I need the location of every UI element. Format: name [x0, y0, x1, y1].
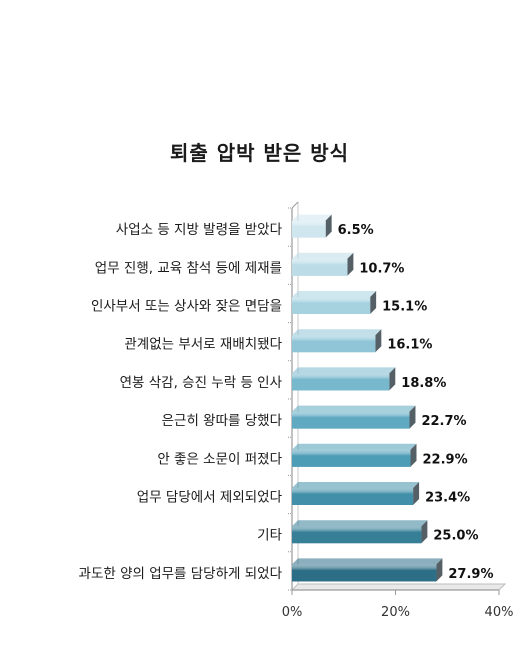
category-label: 관계없는 부서로 재배치됐다 [124, 337, 282, 353]
category-label: 인사부서 또는 상사와 잦은 면담을 [91, 299, 282, 315]
bar-highlight [292, 259, 347, 276]
bar-top-face [292, 482, 419, 488]
x-tick-label: 0% [282, 605, 303, 620]
category-label: 기타 [257, 528, 282, 544]
bar-highlight [292, 450, 411, 467]
bar-top-face [292, 291, 376, 297]
bar-top-face [292, 520, 427, 526]
x-tick-label: 20% [381, 605, 410, 620]
chart-floor [292, 584, 505, 590]
bar-highlight [292, 221, 326, 238]
bar-top-face [292, 367, 395, 373]
bar-top-face [292, 329, 381, 335]
bar-top-face [292, 444, 417, 450]
bar-highlight [292, 564, 436, 581]
category-label: 안 좋은 소문이 퍼졌다 [157, 451, 282, 467]
bar-highlight [292, 488, 413, 505]
x-tick-label: 40% [485, 605, 514, 620]
data-label: 27.9% [448, 567, 493, 582]
data-label: 22.9% [423, 452, 468, 467]
bar-top-face [292, 406, 415, 412]
bar-highlight [292, 297, 370, 314]
bar-top-face [292, 215, 332, 221]
category-label: 연봉 삭감, 승진 누락 등 인사 [120, 375, 283, 391]
bar-highlight [292, 335, 375, 352]
category-label: 업무 진행, 교육 참석 등에 제재를 [95, 260, 282, 276]
bar-top-face [292, 253, 353, 259]
data-label: 10.7% [359, 261, 404, 276]
data-label: 6.5% [338, 223, 374, 238]
data-label: 23.4% [425, 491, 470, 506]
category-label: 사업소 등 지방 발령을 받았다 [116, 222, 283, 238]
data-label: 16.1% [387, 338, 432, 353]
data-label: 25.0% [433, 529, 478, 544]
category-label: 과도한 양의 업무를 담당하게 되었다 [79, 566, 283, 582]
bar-highlight [292, 526, 421, 543]
y-axis-top-line [292, 202, 298, 208]
category-label: 업무 담당에서 제외되었다 [137, 490, 283, 506]
data-label: 22.7% [421, 414, 466, 429]
data-label: 18.8% [401, 376, 446, 391]
bar-top-face [292, 558, 442, 564]
bar-highlight [292, 373, 389, 390]
data-label: 15.1% [382, 300, 427, 315]
bar-highlight [292, 412, 409, 429]
category-label: 은근히 왕따를 당했다 [162, 413, 283, 429]
